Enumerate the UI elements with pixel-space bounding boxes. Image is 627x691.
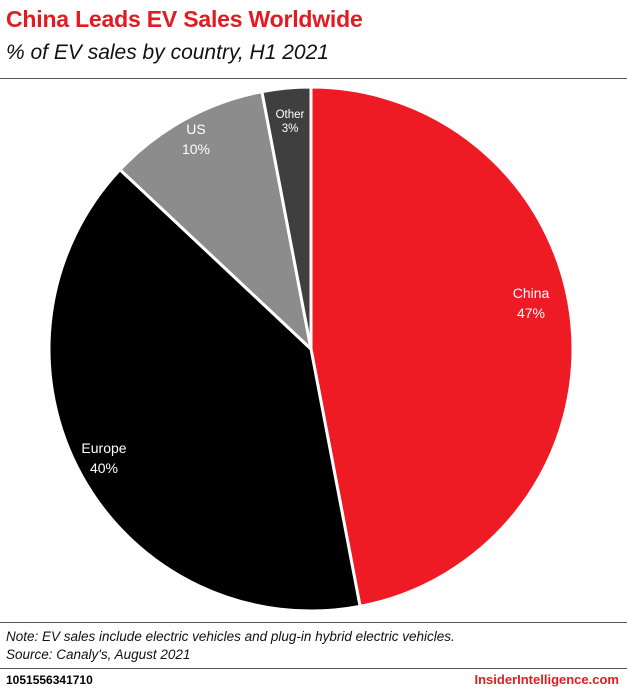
pie-chart: China 47% Europe 40% US 10% Other 3% xyxy=(47,85,575,613)
pie-slice-other xyxy=(260,85,313,351)
slice-value-us: 10% xyxy=(182,141,210,157)
chart-title: China Leads EV Sales Worldwide xyxy=(6,6,363,32)
brand-link[interactable]: InsiderIntelligence.com xyxy=(474,672,620,687)
slice-value-other: 3% xyxy=(282,123,299,135)
bottom-divider xyxy=(0,668,627,669)
slice-label-china: China xyxy=(513,285,550,301)
slice-label-europe: Europe xyxy=(81,440,126,456)
slice-value-europe: 40% xyxy=(90,460,118,476)
top-divider xyxy=(0,78,627,79)
slice-value-china: 47% xyxy=(517,305,545,321)
note-text: Note: EV sales include electric vehicles… xyxy=(6,629,455,644)
chart-subtitle: % of EV sales by country, H1 2021 xyxy=(6,41,329,64)
chart-id: 1051556341710 xyxy=(6,673,93,687)
pie-slice-china xyxy=(309,85,575,608)
chart-notes: Note: EV sales include electric vehicles… xyxy=(6,628,455,664)
slice-label-us: US xyxy=(186,121,205,137)
source-text: Source: Canaly's, August 2021 xyxy=(6,647,191,662)
footer-divider xyxy=(0,622,627,623)
pie-slice-europe xyxy=(47,168,362,613)
pie-slice-us xyxy=(118,90,313,351)
slice-label-other: Other xyxy=(276,109,305,121)
